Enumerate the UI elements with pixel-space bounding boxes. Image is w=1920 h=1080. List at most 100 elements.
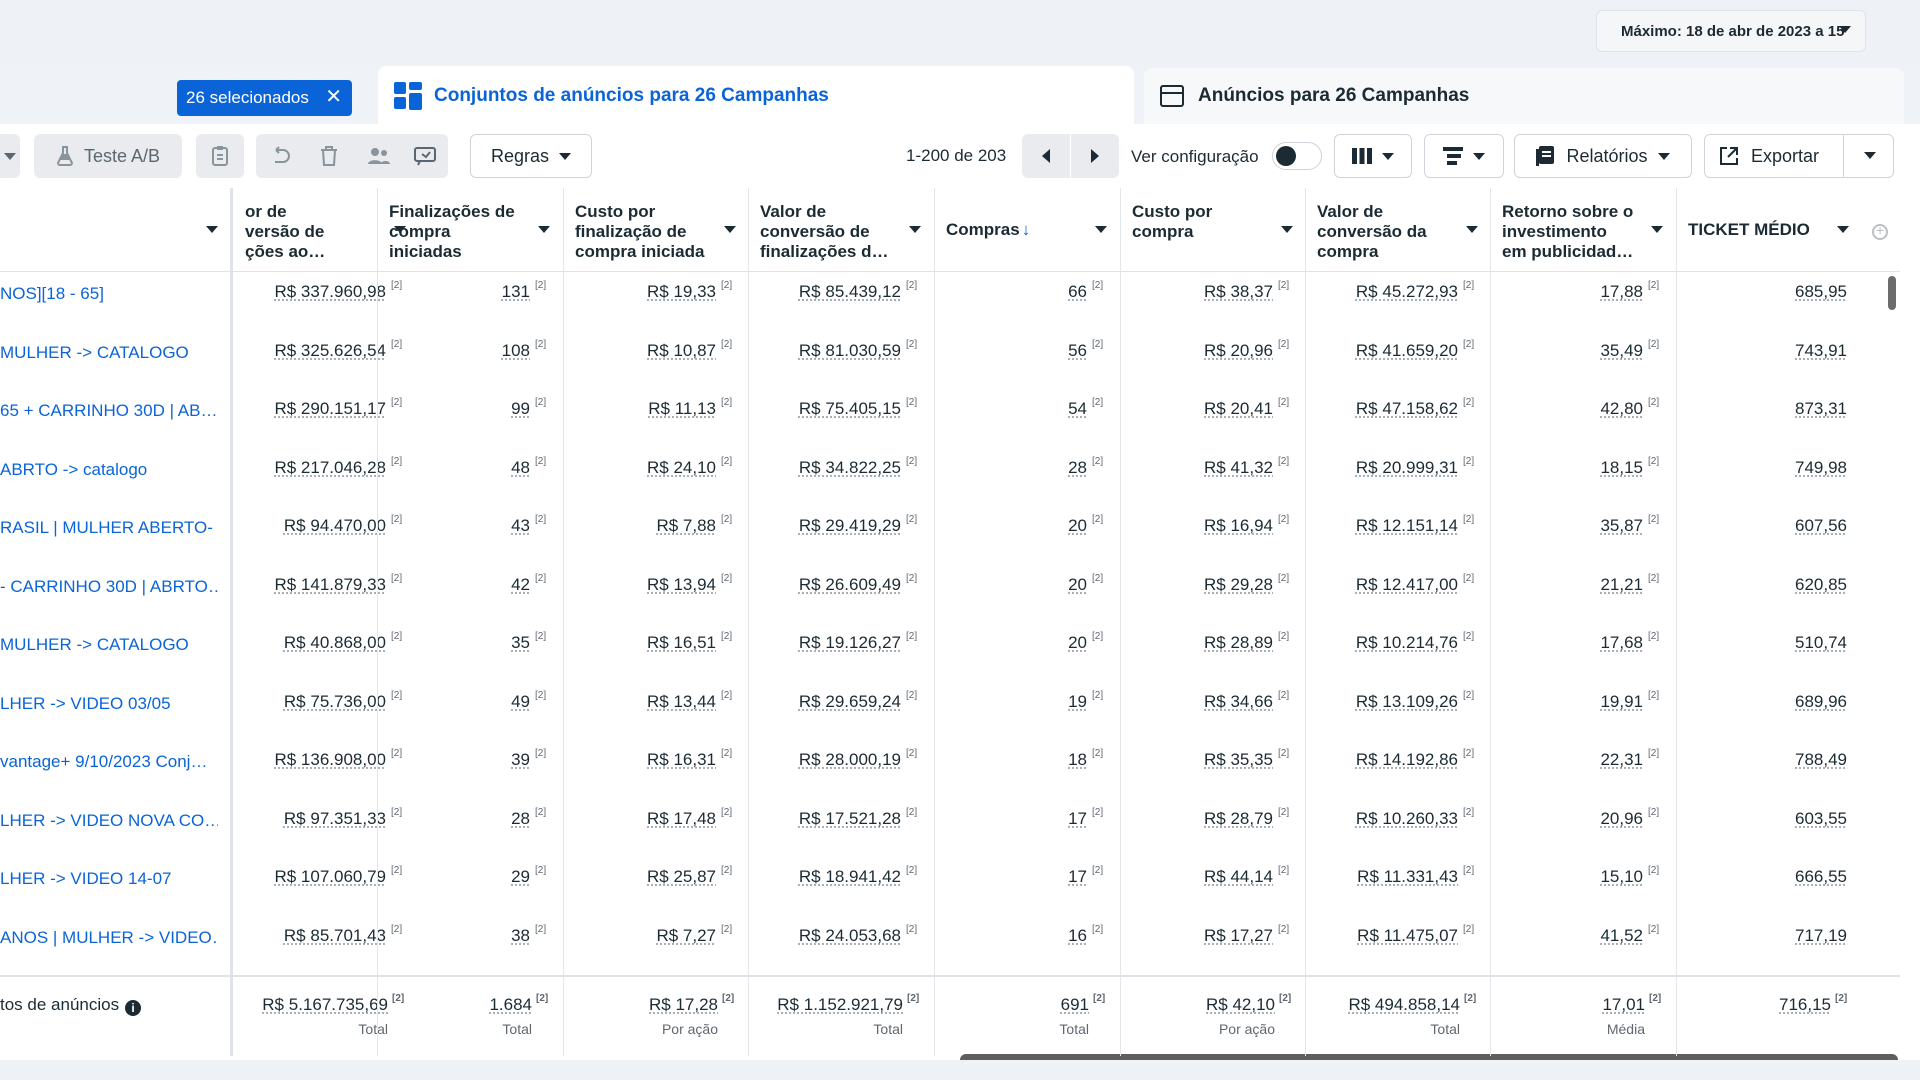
cell-cost-per-checkout: R$ 24,10: [647, 457, 716, 477]
rules-dropdown[interactable]: Regras: [470, 134, 592, 178]
reports-button[interactable]: Relatórios: [1514, 134, 1692, 178]
chevron-down-icon: [1839, 26, 1851, 33]
footnote-marker: [2]: [391, 923, 403, 935]
table-row[interactable]: 65 + CARRINHO 30D | AB… R$ 290.151,17 [2] 9…: [0, 389, 1900, 447]
footnote-marker: [2]: [721, 280, 733, 291]
duplicate-button[interactable]: [196, 134, 244, 178]
adset-name-link[interactable]: LHER -> VIDEO 03/05: [0, 693, 171, 713]
chevron-down-icon[interactable]: [1864, 152, 1876, 159]
total-purchase-conversion-value: R$ 494.858,14: [1348, 995, 1460, 1014]
totals-row: tos de anúncios i R$ 5.167.735,69 [2] Total…: [0, 975, 1900, 1057]
adset-name-link[interactable]: LHER -> VIDEO 14-07: [0, 869, 172, 888]
edit-rules-icon[interactable]: [414, 146, 436, 166]
tab-ads[interactable]: Anúncios para 26 Campanhas: [1144, 68, 1904, 124]
table-row[interactable]: - CARRINHO 30D | ABRTO… R$ 141.879,33 [2] 4…: [0, 565, 1900, 623]
footnote-marker: [2]: [1648, 455, 1660, 467]
cell-roas: 15,10: [1600, 867, 1643, 886]
vertical-scrollbar[interactable]: [1888, 276, 1896, 310]
table-row[interactable]: MULHER -> CATALOGO R$ 40.868,00 [2] 35 [2] R$…: [0, 623, 1900, 681]
chevron-down-icon: [1657, 152, 1670, 160]
add-column-icon[interactable]: [1872, 222, 1888, 240]
header-cost-per-purchase[interactable]: Custo por compra: [1120, 188, 1305, 272]
footnote-marker: [2]: [391, 748, 403, 759]
footnote-marker: [2]: [1278, 397, 1290, 408]
table-row[interactable]: LHER -> VIDEO 03/05 R$ 75.736,00 [2] 49 [2] R…: [0, 682, 1900, 740]
columns-button[interactable]: [1334, 134, 1412, 178]
info-icon[interactable]: i: [125, 1000, 142, 1016]
selection-chip[interactable]: 26 selecionados ✕: [177, 80, 352, 116]
footnote-marker: [2]: [906, 338, 918, 350]
adset-name-link[interactable]: MULHER -> CATALOGO: [0, 635, 189, 654]
cell-checkouts-initiated: 99: [511, 399, 530, 418]
tab-adsets[interactable]: Conjuntos de anúncios para 26 Campanhas: [378, 66, 1134, 126]
header-roas[interactable]: Retorno sobre o investimento em publicid…: [1490, 188, 1675, 272]
adset-name-link[interactable]: MULHER -> CATALOGO: [0, 342, 189, 362]
export-button[interactable]: Exportar: [1704, 134, 1894, 178]
cell-checkout-conversion-value: R$ 34.822,25: [798, 457, 901, 477]
table-row[interactable]: RASIL | MULHER ABERTO- … R$ 94.470,00 [2] 4…: [0, 506, 1900, 564]
footnote-marker: [2]: [391, 514, 403, 525]
adset-name-link[interactable]: ANOS | MULHER -> VIDEO…: [0, 927, 218, 947]
chevron-down-icon: [1473, 152, 1485, 160]
undo-icon[interactable]: [270, 146, 292, 166]
next-page-button[interactable]: [1071, 134, 1119, 178]
rules-label: Regras: [490, 145, 550, 166]
cell-purchases: 28: [1068, 457, 1087, 477]
total-roas: 17,01: [1602, 995, 1645, 1014]
footnote-marker: [2]: [906, 689, 918, 701]
header-purchases[interactable]: Compras ↓: [934, 188, 1119, 272]
view-setup-toggle[interactable]: [1272, 142, 1322, 170]
table-row[interactable]: ABRTO -> catalogo R$ 217.046,28 [2] 48 [2] R$…: [0, 448, 1900, 506]
adset-name-link[interactable]: - CARRINHO 30D | ABRTO…: [0, 576, 218, 596]
footnote-marker: [2]: [721, 923, 733, 935]
adset-name-link[interactable]: vantage+ 9/10/2023 Conj…: [0, 752, 208, 771]
sort-down-icon: ↓: [1021, 220, 1031, 239]
table-row[interactable]: LHER -> VIDEO 14-07 R$ 107.060,79 [2] 29 [2]…: [0, 857, 1900, 915]
footnote-marker: [2]: [1093, 993, 1106, 1004]
chevron-down-icon: [559, 152, 572, 160]
adset-name-link[interactable]: ABRTO -> catalogo: [0, 459, 148, 479]
header-cost-per-checkout[interactable]: Custo por finalização de compra iniciada: [563, 188, 748, 272]
adset-name-link[interactable]: 65 + CARRINHO 30D | AB…: [0, 401, 218, 420]
cell-purchase-conversion-value: R$ 10.260,33: [1355, 808, 1458, 828]
header-conversion-value-actions[interactable]: or de versão de ções ao…: [233, 188, 418, 272]
header-checkouts-initiated[interactable]: Finalizações de compra iniciadas: [377, 188, 562, 272]
data-table: or de versão de ções ao… Finalizações de …: [0, 188, 1920, 1066]
prev-page-button[interactable]: [1022, 134, 1070, 178]
header-purchase-conversion-value[interactable]: Valor de conversão da compra: [1305, 188, 1490, 272]
table-row[interactable]: vantage+ 9/10/2023 Conj… R$ 136.908,00 [2]…: [0, 740, 1900, 798]
breakdown-button[interactable]: [1424, 134, 1504, 178]
footnote-marker: [2]: [535, 280, 547, 291]
table-row[interactable]: ANOS | MULHER -> VIDEO… R$ 85.701,43 [2] 38…: [0, 916, 1900, 974]
total-checkout-conversion-value: R$ 1.152.921,79: [777, 995, 903, 1014]
footnote-marker: [2]: [1092, 748, 1104, 759]
header-name[interactable]: [0, 188, 230, 272]
adset-name-link[interactable]: NOS][18 - 65]: [0, 284, 104, 303]
reports-label: Relatórios: [1566, 145, 1648, 166]
cell-purchases: 66: [1068, 282, 1087, 301]
cell-checkout-conversion-value: R$ 29.419,29: [798, 516, 901, 535]
table-row[interactable]: LHER -> VIDEO NOVA CO… R$ 97.351,33 [2] 28 […: [0, 799, 1900, 857]
ab-test-button[interactable]: Teste A/B: [34, 134, 182, 178]
table-row[interactable]: NOS][18 - 65] R$ 337.960,98 [2] 131 [2] R$ 19…: [0, 272, 1900, 330]
people-icon[interactable]: [368, 147, 390, 165]
adset-name-link[interactable]: RASIL | MULHER ABERTO- …: [0, 518, 218, 537]
date-range-picker[interactable]: Máximo: 18 de abr de 2023 a 15: [1596, 10, 1866, 52]
cell-checkouts-initiated: 28: [511, 808, 530, 828]
cell-roas: 35,87: [1600, 516, 1643, 535]
adset-name-link[interactable]: LHER -> VIDEO NOVA CO…: [0, 810, 218, 830]
trash-icon[interactable]: [320, 146, 338, 166]
footnote-marker: [2]: [1463, 514, 1475, 525]
table-row[interactable]: MULHER -> CATALOGO R$ 325.626,54 [2] 108 [2]…: [0, 331, 1900, 389]
column-separator: [934, 188, 935, 1056]
footnote-marker: [2]: [1648, 338, 1660, 350]
chevron-right-icon: [1091, 149, 1099, 163]
close-icon[interactable]: ✕: [325, 86, 342, 108]
cell-checkout-conversion-value: R$ 17.521,28: [798, 808, 901, 828]
edit-dropdown-button[interactable]: [0, 134, 20, 178]
header-ticket-medio[interactable]: TICKET MÉDIO: [1676, 188, 1861, 272]
top-bar: Máximo: 18 de abr de 2023 a 15: [0, 0, 1920, 60]
header-checkout-conversion-value[interactable]: Valor de conversão de finalizações d…: [748, 188, 933, 272]
cell-roas: 18,15: [1600, 457, 1643, 477]
footnote-marker: [2]: [1648, 397, 1660, 408]
